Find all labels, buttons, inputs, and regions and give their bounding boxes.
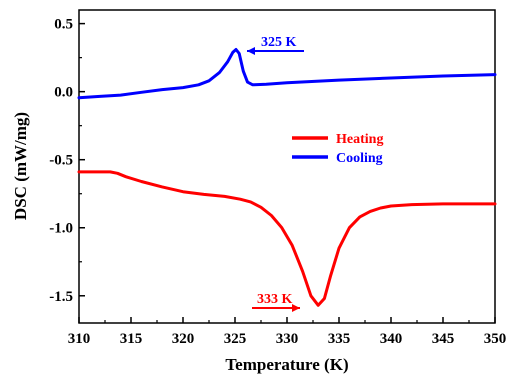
x-tick-label: 315 — [120, 331, 143, 347]
annotation-cooling: 325 K — [247, 35, 304, 55]
legend-heating-label: Heating — [336, 132, 383, 147]
annotation-cooling-label: 325 K — [261, 35, 297, 50]
y-tick-label: -1.5 — [49, 289, 73, 305]
annotation-heating: 333 K — [252, 292, 300, 312]
x-tick-label: 345 — [432, 331, 455, 347]
y-axis-title: DSC (mW/mg) — [11, 112, 30, 220]
x-axis-title: Temperature (K) — [225, 355, 348, 374]
x-tick-label: 335 — [328, 331, 351, 347]
legend: Heating Cooling — [292, 132, 383, 166]
x-axis-ticks: 310 315 320 325 330 335 340 345 350 — [68, 317, 507, 347]
plot-frame — [78, 9, 496, 324]
annotation-heating-label: 333 K — [257, 292, 293, 307]
x-tick-label: 330 — [276, 331, 299, 347]
x-tick-label: 325 — [224, 331, 247, 347]
x-tick-label: 320 — [172, 331, 195, 347]
y-tick-label: 0.5 — [54, 17, 73, 33]
x-tick-label: 340 — [380, 331, 403, 347]
y-tick-label: 0.0 — [54, 85, 73, 101]
heating-curve — [77, 170, 497, 307]
x-tick-label: 350 — [484, 331, 507, 347]
legend-cooling-label: Cooling — [336, 151, 383, 166]
x-tick-label: 310 — [68, 331, 91, 347]
cooling-curve — [77, 48, 497, 100]
y-tick-label: -0.5 — [49, 153, 73, 169]
y-tick-label: -1.0 — [49, 221, 73, 237]
y-axis-ticks: 0.5 0.0 -0.5 -1.0 -1.5 — [49, 17, 85, 305]
